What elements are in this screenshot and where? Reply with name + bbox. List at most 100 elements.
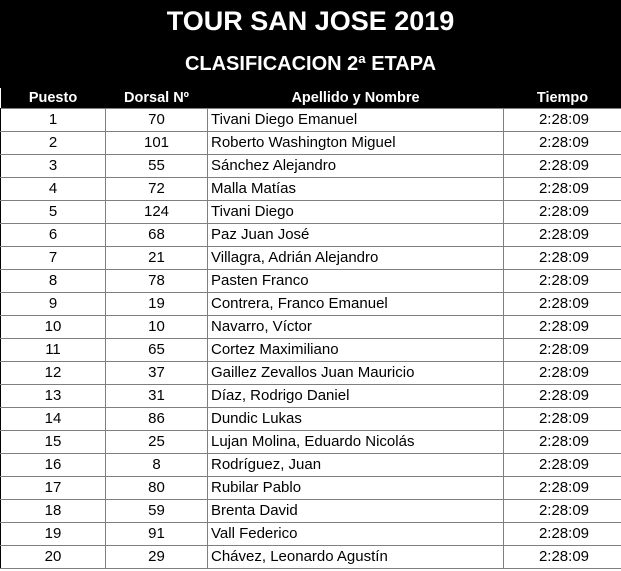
table-row: 6 68 Paz Juan José 2:28:09 xyxy=(0,223,621,247)
table-cell: 6 xyxy=(0,223,106,247)
banner: TOUR SAN JOSE 2019 CLASIFICACION 2ª ETAP… xyxy=(0,0,621,88)
table-row: 19 91 Vall Federico 2:28:09 xyxy=(0,522,621,546)
table-row: 14 86 Dundic Lukas 2:28:09 xyxy=(0,407,621,431)
table-cell: 2:28:09 xyxy=(503,315,621,339)
table-row: 18 59 Brenta David 2:28:09 xyxy=(0,499,621,523)
table-cell: 25 xyxy=(105,430,208,454)
table-cell: 10 xyxy=(105,315,208,339)
table-row: 17 80 Rubilar Pablo 2:28:09 xyxy=(0,476,621,500)
table-cell: 2:28:09 xyxy=(503,246,621,270)
table-cell: 101 xyxy=(105,131,208,155)
table-cell: 31 xyxy=(105,384,208,408)
table-cell: Paz Juan José xyxy=(207,223,504,247)
table-cell: 72 xyxy=(105,177,208,201)
table-cell: 19 xyxy=(0,522,106,546)
table-cell: 37 xyxy=(105,361,208,385)
table-cell: Chávez, Leonardo Agustín xyxy=(207,545,504,569)
table-cell: Vall Federico xyxy=(207,522,504,546)
table-cell: 2:28:09 xyxy=(503,522,621,546)
table-cell: 17 xyxy=(0,476,106,500)
column-header: Apellido y Nombre xyxy=(207,88,504,109)
table-cell: 2:28:09 xyxy=(503,407,621,431)
table-cell: 2:28:09 xyxy=(503,384,621,408)
table-row: 11 65 Cortez Maximiliano 2:28:09 xyxy=(0,338,621,362)
table-row: 10 10 Navarro, Víctor 2:28:09 xyxy=(0,315,621,339)
table-cell: 2:28:09 xyxy=(503,430,621,454)
column-header: Puesto xyxy=(0,88,106,109)
table-cell: 11 xyxy=(0,338,106,362)
table-row: 5 124 Tivani Diego 2:28:09 xyxy=(0,200,621,224)
column-header: Dorsal Nº xyxy=(105,88,208,109)
table-cell: Sánchez Alejandro xyxy=(207,154,504,178)
table-cell: 80 xyxy=(105,476,208,500)
table-cell: Tivani Diego Emanuel xyxy=(207,108,504,132)
table-cell: 2:28:09 xyxy=(503,453,621,477)
table-cell: 2:28:09 xyxy=(503,292,621,316)
table-row: 20 29 Chávez, Leonardo Agustín 2:28:09 xyxy=(0,545,621,569)
table-cell: 18 xyxy=(0,499,106,523)
table-cell: Navarro, Víctor xyxy=(207,315,504,339)
table-cell: 91 xyxy=(105,522,208,546)
table-row: 9 19 Contrera, Franco Emanuel 2:28:09 xyxy=(0,292,621,316)
table-cell: Lujan Molina, Eduardo Nicolás xyxy=(207,430,504,454)
table-cell: 29 xyxy=(105,545,208,569)
table-row: 12 37 Gaillez Zevallos Juan Mauricio 2:28:0… xyxy=(0,361,621,385)
table-cell: 21 xyxy=(105,246,208,270)
table-cell: 86 xyxy=(105,407,208,431)
table-cell: Díaz, Rodrigo Daniel xyxy=(207,384,504,408)
table-cell: Cortez Maximiliano xyxy=(207,338,504,362)
subtitle: CLASIFICACION 2ª ETAPA xyxy=(184,53,437,75)
table-body: 1 70 Tivani Diego Emanuel 2:28:09 2 101 Robert… xyxy=(0,108,621,569)
table-cell: Contrera, Franco Emanuel xyxy=(207,292,504,316)
table-cell: 3 xyxy=(0,154,106,178)
table-cell: 8 xyxy=(0,269,106,293)
table-cell: Roberto Washington Miguel xyxy=(207,131,504,155)
table-cell: Villagra, Adrián Alejandro xyxy=(207,246,504,270)
table-cell: 2:28:09 xyxy=(503,131,621,155)
table-row: 15 25 Lujan Molina, Eduardo Nicolás 2:28:09 xyxy=(0,430,621,454)
table-row: 13 31 Díaz, Rodrigo Daniel 2:28:09 xyxy=(0,384,621,408)
table-cell: 16 xyxy=(0,453,106,477)
table-cell: 12 xyxy=(0,361,106,385)
table-cell: 2:28:09 xyxy=(503,177,621,201)
table-cell: Rubilar Pablo xyxy=(207,476,504,500)
table-cell: Dundic Lukas xyxy=(207,407,504,431)
table-cell: 2:28:09 xyxy=(503,476,621,500)
table-cell: 124 xyxy=(105,200,208,224)
table-cell: Pasten Franco xyxy=(207,269,504,293)
table-cell: 2:28:09 xyxy=(503,361,621,385)
table-cell: 2:28:09 xyxy=(503,200,621,224)
table-row: 4 72 Malla Matías 2:28:09 xyxy=(0,177,621,201)
table-cell: 1 xyxy=(0,108,106,132)
table-cell: 14 xyxy=(0,407,106,431)
table-cell: 2:28:09 xyxy=(503,108,621,132)
table-cell: 7 xyxy=(0,246,106,270)
table-cell: 9 xyxy=(0,292,106,316)
table-cell: 2:28:09 xyxy=(503,223,621,247)
table-cell: 20 xyxy=(0,545,106,569)
table-cell: 13 xyxy=(0,384,106,408)
table-cell: 2:28:09 xyxy=(503,499,621,523)
table-cell: 2:28:09 xyxy=(503,338,621,362)
table-cell: 70 xyxy=(105,108,208,132)
table-cell: Tivani Diego xyxy=(207,200,504,224)
table-row: 7 21 Villagra, Adrián Alejandro 2:28:09 xyxy=(0,246,621,270)
table-cell: 78 xyxy=(105,269,208,293)
table-cell: 68 xyxy=(105,223,208,247)
table-cell: 8 xyxy=(105,453,208,477)
table-cell: 2:28:09 xyxy=(503,154,621,178)
table-cell: 4 xyxy=(0,177,106,201)
header-row: Puesto Dorsal Nº Apellido y Nombre Tiempo xyxy=(0,88,621,109)
table-row: 2 101 Roberto Washington Miguel 2:28:09 xyxy=(0,131,621,155)
table-cell: 59 xyxy=(105,499,208,523)
results-table: Puesto Dorsal Nº Apellido y Nombre Tiempo 1… xyxy=(0,88,621,569)
table-cell: 2:28:09 xyxy=(503,269,621,293)
table-cell: 19 xyxy=(105,292,208,316)
table-row: 1 70 Tivani Diego Emanuel 2:28:09 xyxy=(0,108,621,132)
table-cell: 10 xyxy=(0,315,106,339)
table-cell: 2 xyxy=(0,131,106,155)
table-cell: Rodríguez, Juan xyxy=(207,453,504,477)
table-row: 3 55 Sánchez Alejandro 2:28:09 xyxy=(0,154,621,178)
